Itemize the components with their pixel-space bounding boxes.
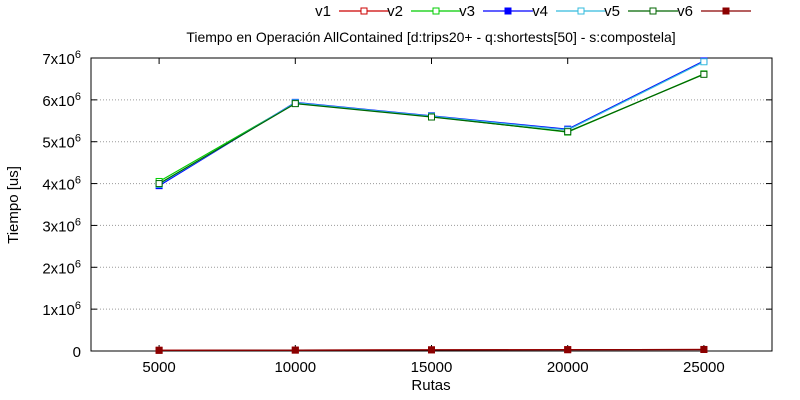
data-point-v5 [564,128,572,136]
series-v4 [155,58,708,188]
data-point-v5 [291,100,299,108]
legend-label-v2: v2 [387,3,403,20]
y-axis-label: Tiempo [us] [5,166,22,244]
x-tick-label: 15000 [411,359,453,376]
y-tick-label: 6x106 [42,91,81,110]
series-v5 [155,70,708,188]
series-v6 [155,345,708,354]
legend-label-v5: v5 [604,3,620,20]
data-point-v5 [428,113,435,121]
legend-marker-v5 [649,7,657,15]
data-point-v6 [291,346,299,354]
series-line-v5 [158,73,705,185]
series-line-v4 [158,61,705,185]
grid [91,99,772,310]
legend-item-v3: v3 [459,3,533,20]
x-tick-label: 5000 [142,359,175,376]
legend-marker-v4 [577,7,585,15]
y-tick-label: 1x106 [42,300,81,319]
y-tick-label: 2x106 [42,258,81,277]
data-point-v5 [155,180,163,188]
data-point-v6 [564,346,572,354]
legend-marker-v1 [360,7,368,15]
data-point-v6 [700,345,708,353]
series-v2 [155,70,708,185]
legend-marker-v3 [504,7,512,15]
y-tick-label: 5x106 [42,133,81,152]
legend-label-v1: v1 [315,3,331,20]
axes: 0 1x106 2x106 3x106 4x106 5x106 6x106 7x106 5000… [42,49,772,376]
x-tick-label: 25000 [683,359,725,376]
chart-title: Tiempo en Operación AllContained [d:trip… [186,29,675,45]
legend-item-v1: v1 [315,3,389,20]
legend-item-v2: v2 [387,3,461,20]
y-tick-label: 3x106 [42,216,81,235]
y-tick-label: 0 [73,344,81,361]
x-tick-label: 10000 [274,359,316,376]
y-tick-label: 4x106 [42,175,81,194]
legend: v1 v2 v3 v4 v5 v6 [315,3,751,20]
series-line-v3 [158,60,705,187]
legend-label-v3: v3 [459,3,475,20]
legend-item-v5: v5 [604,3,678,20]
y-tick-label: 7x106 [42,49,81,68]
legend-label-v4: v4 [532,3,548,20]
data-point-v6 [428,346,435,354]
x-tick-label: 20000 [547,359,589,376]
data-point-v4 [700,58,708,66]
legend-marker-v6 [722,7,730,15]
series-v3 [155,57,708,190]
legend-item-v6: v6 [677,3,751,20]
legend-label-v6: v6 [677,3,693,20]
series-layer [155,57,708,354]
data-point-v6 [155,346,163,354]
legend-marker-v2 [432,7,440,15]
series-line-v2 [158,73,705,183]
legend-item-v4: v4 [532,3,606,20]
x-axis-label: Rutas [411,377,450,394]
data-point-v5 [700,70,708,78]
plot-frame [90,57,773,352]
